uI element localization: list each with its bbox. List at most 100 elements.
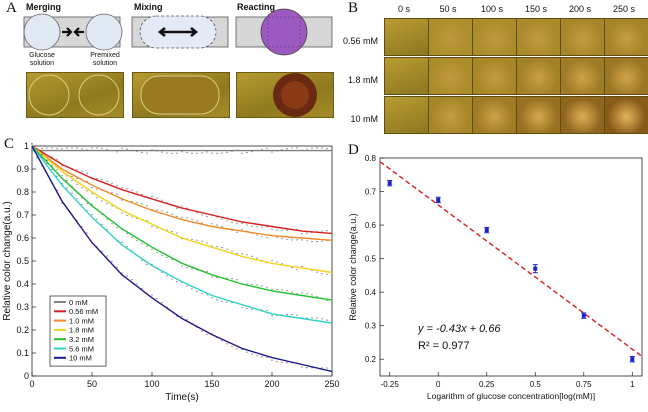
y-tick-label: 0.5 bbox=[16, 256, 29, 266]
sample-point bbox=[201, 330, 203, 332]
sample-point bbox=[271, 151, 273, 153]
sample-point bbox=[266, 309, 268, 312]
sample-point bbox=[206, 151, 208, 153]
image-cell bbox=[560, 96, 605, 134]
sample-point bbox=[221, 226, 223, 228]
sample-point bbox=[216, 245, 218, 248]
mixing-diagram bbox=[131, 15, 229, 49]
sample-point bbox=[226, 343, 228, 345]
sample-point bbox=[156, 197, 158, 199]
sample-point bbox=[211, 245, 213, 247]
sample-point bbox=[56, 169, 58, 171]
x-tick-label: 0 bbox=[436, 380, 441, 389]
conc-label-1: 1.8 mM bbox=[347, 75, 378, 85]
sample-point bbox=[266, 237, 268, 239]
image-cell bbox=[516, 18, 561, 56]
sample-point bbox=[216, 224, 218, 226]
legend-entry: 1.8 mM bbox=[69, 326, 94, 335]
sample-point bbox=[216, 152, 218, 154]
sample-point bbox=[241, 222, 243, 225]
sample-point bbox=[246, 351, 248, 353]
sample-point bbox=[301, 239, 303, 241]
sample-point bbox=[181, 265, 183, 267]
sample-point bbox=[146, 205, 148, 207]
y-tick-label: 0.1 bbox=[16, 348, 29, 358]
sample-point bbox=[121, 147, 123, 149]
sample-point bbox=[171, 152, 173, 154]
sample-point bbox=[176, 207, 178, 209]
image-cell bbox=[428, 18, 473, 56]
sample-point bbox=[236, 252, 238, 255]
x-tick-label: 100 bbox=[144, 379, 159, 389]
y-tick-label: 0.7 bbox=[16, 210, 29, 220]
series-line bbox=[31, 145, 333, 274]
sample-point bbox=[141, 203, 143, 205]
sample-point bbox=[146, 220, 148, 222]
sample-point bbox=[316, 271, 318, 273]
sample-point bbox=[231, 221, 233, 223]
sample-point bbox=[71, 192, 73, 194]
sample-point bbox=[126, 245, 128, 248]
sample-point bbox=[191, 268, 193, 270]
sample-point bbox=[156, 227, 158, 229]
sample-point bbox=[71, 179, 73, 181]
sample-point bbox=[51, 147, 53, 149]
sample-point bbox=[156, 298, 158, 300]
sample-point bbox=[81, 187, 83, 189]
fit-equation: y = -0.43x + 0.66 bbox=[417, 323, 501, 335]
sample-point bbox=[76, 168, 78, 171]
y-tick-label: 0.6 bbox=[16, 233, 29, 243]
x-axis-label: Logarithm of glucose concentration[log(m… bbox=[427, 391, 595, 401]
sample-point bbox=[261, 226, 263, 228]
time-label-5: 250 s bbox=[612, 4, 636, 14]
sample-point bbox=[96, 188, 98, 190]
y-tick-label: 0.6 bbox=[365, 221, 377, 230]
image-cell bbox=[472, 57, 517, 95]
sample-point bbox=[311, 294, 313, 296]
sample-point bbox=[61, 148, 63, 150]
sample-point bbox=[181, 151, 183, 153]
image-cell bbox=[384, 96, 429, 134]
image-cell bbox=[472, 18, 517, 56]
sample-point bbox=[151, 248, 153, 250]
sample-point bbox=[241, 349, 243, 351]
panel-b-letter: B bbox=[348, 0, 359, 16]
calibration-chart: -0.25 0 0.25 0.5 0.75 1 0.2 0.3 0.4 0.5 0.6 0.7 0.8 L… bbox=[348, 154, 643, 401]
data-point bbox=[436, 197, 441, 202]
sample-point bbox=[66, 180, 68, 182]
premixed-solution-label: Premixed solution bbox=[90, 52, 120, 67]
sample-point bbox=[251, 255, 253, 257]
image-cell bbox=[516, 57, 561, 95]
sample-point bbox=[191, 152, 193, 154]
sample-point bbox=[106, 180, 108, 182]
y-tick-label: 0.7 bbox=[365, 188, 377, 197]
sample-point bbox=[151, 195, 153, 197]
sample-point bbox=[166, 275, 168, 277]
sample-point bbox=[246, 152, 248, 154]
sample-point bbox=[261, 356, 263, 358]
sample-point bbox=[51, 164, 53, 166]
sample-point bbox=[196, 290, 198, 292]
sample-point bbox=[326, 273, 328, 276]
sample-point bbox=[296, 147, 298, 149]
sample-point bbox=[306, 292, 308, 295]
legend-entry: 5.6 mM bbox=[69, 344, 94, 353]
sample-point bbox=[101, 250, 103, 252]
sample-point bbox=[186, 152, 188, 154]
sample-point bbox=[291, 147, 293, 149]
y-tick-label: 0.8 bbox=[16, 187, 29, 197]
sample-point bbox=[91, 214, 93, 216]
sample-point bbox=[206, 270, 208, 272]
sample-point bbox=[96, 218, 98, 220]
image-cell bbox=[384, 57, 429, 95]
sample-point bbox=[321, 272, 323, 275]
sample-point bbox=[191, 238, 193, 241]
sample-point bbox=[161, 210, 163, 212]
sample-point bbox=[186, 207, 188, 209]
data-point bbox=[630, 357, 635, 362]
sample-point bbox=[186, 217, 188, 219]
sample-point bbox=[161, 199, 163, 201]
sample-point bbox=[106, 148, 108, 151]
sample-point bbox=[116, 151, 118, 153]
time-label-1: 50 s bbox=[439, 4, 457, 14]
